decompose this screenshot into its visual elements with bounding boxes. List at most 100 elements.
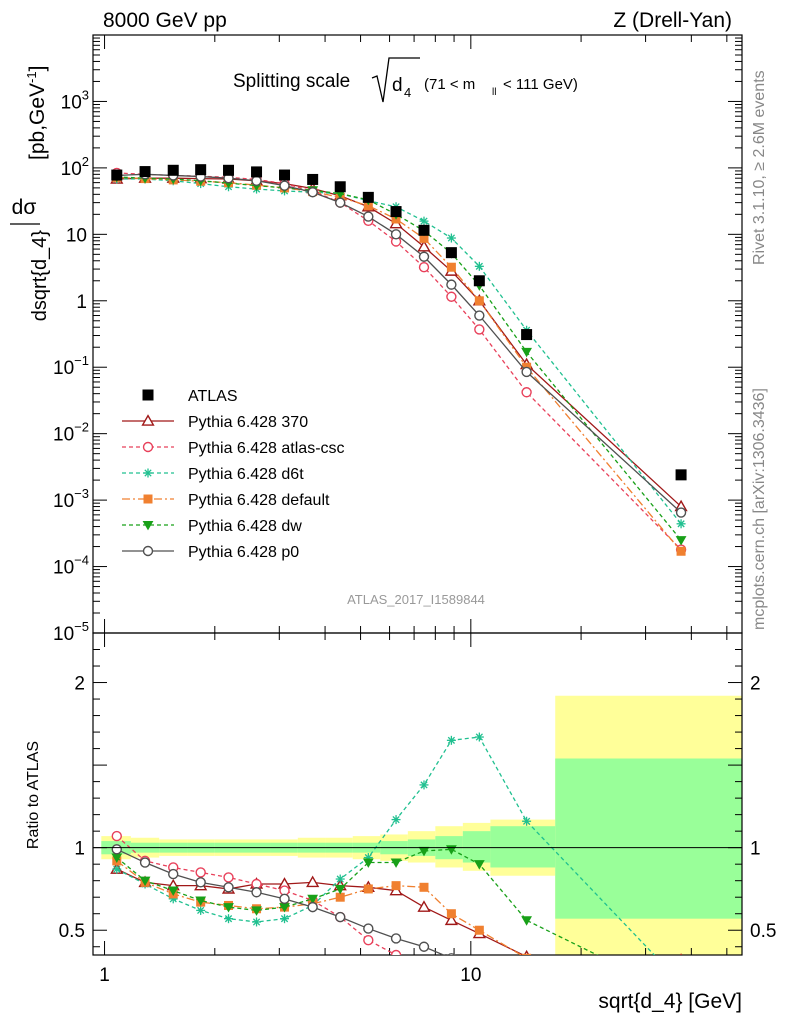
- star-stroke: [336, 875, 344, 883]
- legend-item: Pythia 6.428 default: [122, 492, 330, 509]
- ratio-point: [473, 860, 485, 870]
- star-stroke: [224, 915, 233, 923]
- main-y-tick-label: 10−4: [53, 553, 89, 579]
- ratio-point: [522, 964, 531, 973]
- ratio-point: [195, 896, 207, 906]
- data-point: [521, 387, 532, 398]
- ratio-y-axis-label: Ratio to ATLAS: [25, 741, 42, 849]
- ratio-point: [168, 868, 179, 880]
- ratio-y-tick-label-left: 1: [74, 839, 85, 860]
- ratio-point: [224, 914, 234, 924]
- ratio-point: [418, 941, 430, 952]
- ratio-point: [223, 872, 234, 883]
- data-point: [279, 169, 291, 181]
- ratio-point: [419, 882, 429, 892]
- data-point: [446, 291, 457, 302]
- ratio-y-tick-label-right: 0.5: [750, 921, 776, 942]
- ratio-series-pythia-6-428-p0: [111, 844, 531, 973]
- data-point: [251, 166, 263, 178]
- ratio-point: [139, 857, 151, 868]
- ratio-point: [363, 923, 374, 934]
- title-symbol: d: [392, 75, 403, 96]
- star-stroke: [522, 817, 531, 825]
- legend-marker: [142, 545, 154, 557]
- data-point: [675, 469, 687, 481]
- legend-marker: [143, 468, 153, 478]
- green-band: [490, 826, 556, 868]
- title-range-tail: < 111 GeV): [503, 76, 578, 93]
- main-y-axis: 10−5 10−4 10−3 10−2 10−1 1 10 102 103: [53, 37, 742, 645]
- ratio-point: [280, 914, 290, 924]
- ratio-point: [335, 874, 345, 884]
- ratio-series: [110, 732, 684, 986]
- x-axis: 1 10: [99, 35, 728, 986]
- star-stroke: [678, 980, 684, 986]
- ratio-line: [116, 848, 446, 955]
- legend-item: Pythia 6.428 atlas-csc: [122, 440, 345, 457]
- ratio-point: [363, 934, 374, 946]
- ratio-point: [111, 853, 123, 863]
- data-point: [334, 181, 346, 193]
- main-y-tick-label: 102: [61, 154, 89, 180]
- ratio-point: [195, 867, 206, 878]
- ratio-point: [112, 864, 122, 874]
- data-point: [474, 296, 484, 306]
- ratio-point: [334, 884, 346, 895]
- ratio-plot-frame: [92, 632, 743, 956]
- legend-label: ATLAS: [188, 388, 238, 405]
- series-line: [116, 178, 682, 525]
- legend: ATLAS Pythia 6.428 370 Pythia 6.428 atlas-…: [122, 388, 345, 561]
- x-axis-label: sqrt{d_4} [GeV]: [598, 990, 742, 1013]
- main-series: [110, 164, 688, 556]
- ratio-point: [251, 906, 262, 916]
- ratio-point: [279, 903, 290, 913]
- ratio-point: [279, 893, 290, 905]
- ratio-point: [391, 881, 401, 891]
- data-point: [167, 164, 179, 176]
- ratio-point: [447, 953, 456, 955]
- header-left-label: 8000 GeV pp: [103, 9, 227, 32]
- header-right-label: Z (Drell-Yan): [613, 9, 732, 32]
- ratio-point: [307, 894, 319, 905]
- ratio-line: [116, 848, 599, 955]
- ratio-y-tick-label-left: 0.5: [59, 921, 85, 942]
- green-band: [555, 758, 742, 919]
- ratio-point: [447, 972, 456, 981]
- legend-item: Pythia 6.428 dw: [122, 518, 302, 535]
- data-point: [474, 324, 485, 335]
- star-stroke: [420, 217, 428, 225]
- title-range: (71 < m: [424, 76, 475, 93]
- ratio-point: [521, 916, 533, 926]
- ratio-point: [307, 901, 318, 913]
- series-line: [116, 176, 682, 552]
- main-y-tick-label: 103: [61, 87, 89, 113]
- main-y-tick-label: 10−5: [53, 619, 89, 645]
- ratio-point: [522, 816, 532, 826]
- mcplots-label: mcplots.cern.ch [arXiv:1306.3436]: [751, 388, 768, 630]
- title-prefix: Splitting scale: [233, 71, 350, 92]
- legend-marker: [143, 494, 153, 504]
- ylabel-unit: [pb,GeV-1]: [24, 66, 49, 160]
- main-y-axis-label: dσ dsqrt{d_4} [pb,GeV-1]: [10, 66, 51, 321]
- ratio-line: [116, 736, 656, 955]
- legend-item: Pythia 6.428 p0: [122, 544, 299, 561]
- data-point: [521, 347, 533, 358]
- data-point: [446, 262, 456, 272]
- ylabel-numerator: dσ: [12, 196, 37, 219]
- ratio-point: [419, 959, 428, 968]
- data-point: [419, 233, 429, 243]
- data-point: [474, 310, 485, 321]
- data-point: [390, 229, 402, 240]
- data-point: [139, 166, 151, 178]
- data-point: [474, 261, 484, 271]
- data-point: [675, 536, 687, 546]
- data-point: [363, 211, 374, 222]
- legend-label: Pythia 6.428 dw: [188, 518, 302, 535]
- data-point: [675, 507, 687, 518]
- data-point: [676, 546, 686, 556]
- main-y-tick-label: 10−3: [53, 486, 89, 512]
- main-y-tick-label: 1: [76, 292, 87, 313]
- rivet-version-label: Rivet 3.1.10, ≥ 2.6M events: [751, 70, 768, 265]
- ratio-point: [446, 909, 456, 919]
